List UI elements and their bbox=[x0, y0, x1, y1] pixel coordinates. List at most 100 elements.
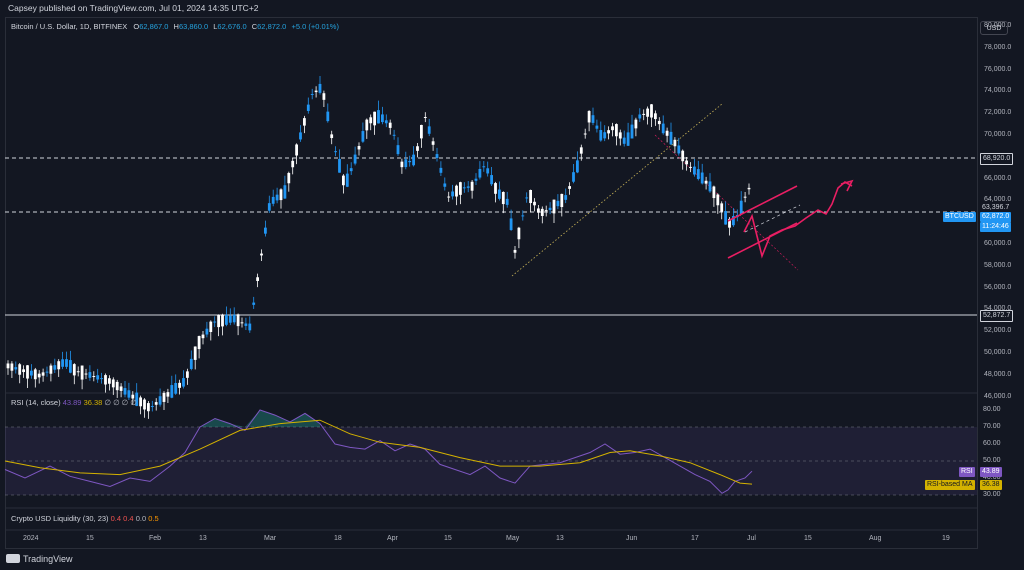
candle-body bbox=[388, 122, 392, 128]
rsi-overbought-fill bbox=[200, 410, 320, 427]
symbol-legend[interactable]: Bitcoin / U.S. Dollar, 1D, BITFINEX O62,… bbox=[11, 22, 339, 31]
time-axis-label: Feb bbox=[149, 535, 162, 542]
candle-body bbox=[650, 104, 653, 118]
price-axis-label: 76,000.0 bbox=[984, 65, 1012, 73]
candle-body bbox=[197, 336, 201, 350]
candle-body bbox=[384, 120, 388, 124]
candle-body bbox=[69, 360, 72, 373]
candle-body bbox=[505, 198, 509, 205]
candle-body bbox=[306, 104, 310, 111]
candle-body bbox=[33, 369, 37, 380]
price-axis-label: 72,000.0 bbox=[984, 109, 1012, 117]
candle-body bbox=[400, 161, 404, 168]
candle-body bbox=[576, 160, 579, 173]
candle-body bbox=[279, 189, 283, 201]
high-label: H bbox=[173, 22, 179, 31]
descending-trendline bbox=[654, 134, 799, 271]
candle-body bbox=[150, 406, 154, 408]
price-axis-label: 70,000.0 bbox=[984, 131, 1012, 138]
rsi-overbought-area bbox=[200, 410, 320, 427]
candle-body bbox=[193, 346, 197, 360]
candle-body bbox=[61, 359, 64, 367]
candle-body bbox=[53, 365, 57, 370]
price-axis-label: 58,000.0 bbox=[984, 261, 1012, 269]
candle-body bbox=[708, 181, 712, 192]
candle-body bbox=[673, 139, 677, 147]
candle-body bbox=[396, 145, 400, 155]
candle-body bbox=[244, 323, 248, 326]
candle-body bbox=[123, 388, 127, 395]
projection-line bbox=[744, 204, 801, 233]
candle-body bbox=[595, 125, 599, 129]
candle-body bbox=[732, 216, 735, 226]
candle-body bbox=[96, 375, 100, 380]
price-axis-label: 46,000.0 bbox=[984, 392, 1012, 400]
close-label: C bbox=[251, 22, 258, 31]
time-axis-label: 13 bbox=[556, 535, 564, 542]
candle-body bbox=[423, 117, 427, 119]
candle-body bbox=[369, 117, 373, 124]
level-low-tag: 52,872.7 bbox=[980, 310, 1014, 322]
candle-body bbox=[544, 210, 548, 212]
candle-body bbox=[381, 114, 384, 123]
rsi-ma-line bbox=[4, 419, 753, 485]
tradingview-icon bbox=[6, 554, 20, 563]
candle-body bbox=[57, 361, 61, 370]
projection-path bbox=[743, 181, 853, 259]
candle-body bbox=[482, 166, 486, 168]
candle-body bbox=[162, 392, 166, 402]
candle-body bbox=[661, 123, 665, 134]
candle-body bbox=[603, 132, 607, 139]
rsi-legend[interactable]: RSI (14, close) 43.89 36.38 ∅ ∅ ∅ ∅ bbox=[11, 398, 137, 407]
price-axis-label: 74,000.0 bbox=[984, 87, 1012, 95]
time-axis-label: 19 bbox=[942, 535, 950, 542]
candle-body bbox=[72, 364, 76, 376]
candle-body bbox=[182, 378, 185, 387]
time-axis-label: May bbox=[506, 535, 520, 542]
liquidity-v1: 0.4 bbox=[110, 514, 122, 523]
time-axis-label: 15 bbox=[804, 535, 812, 542]
candle-body bbox=[490, 175, 493, 185]
candle-body bbox=[420, 124, 423, 139]
candle-body bbox=[654, 113, 657, 120]
candle-body bbox=[427, 126, 431, 134]
low-label: L bbox=[213, 22, 218, 31]
candle-body bbox=[252, 302, 256, 305]
liquidity-legend[interactable]: Crypto USD Liquidity (30, 23) 0.4 0.4 0.… bbox=[11, 514, 159, 523]
candle-body bbox=[357, 146, 361, 150]
time-axis-label: Aug bbox=[869, 535, 882, 542]
level-high-tag: 68,920.0 bbox=[980, 153, 1014, 165]
candle-body bbox=[41, 372, 45, 376]
low-value: 62,676.0 bbox=[217, 22, 247, 31]
candle-body bbox=[724, 211, 727, 225]
publisher-header: Capsey published on TradingView.com, Jul… bbox=[0, 0, 1024, 17]
open-value: 62,867.0 bbox=[139, 22, 169, 31]
tradingview-logo[interactable]: TradingView bbox=[6, 554, 73, 564]
candle-body bbox=[22, 369, 25, 373]
candle-body bbox=[299, 132, 302, 140]
candle-body bbox=[416, 146, 419, 151]
currency-button[interactable]: USD bbox=[980, 21, 1008, 35]
candle-body bbox=[201, 334, 205, 339]
candle-body bbox=[599, 130, 603, 141]
candle-body bbox=[295, 144, 298, 156]
candle-body bbox=[353, 154, 357, 164]
footer bbox=[0, 549, 1024, 570]
candle-body bbox=[338, 158, 341, 173]
candle-body bbox=[271, 196, 275, 204]
time-axis-label: 15 bbox=[444, 535, 452, 542]
candle-body bbox=[111, 379, 115, 388]
candle-body bbox=[657, 120, 661, 125]
price-axis[interactable]: 80,000.0 78,000.0 76,000.0 74,000.0 72,000.0… bbox=[977, 17, 1024, 549]
candle-body bbox=[248, 323, 252, 331]
countdown-tag: 11:24:46 bbox=[980, 222, 1011, 232]
symbol-name: Bitcoin / U.S. Dollar, 1D, BITFINEX bbox=[11, 22, 128, 31]
price-axis-label: 80,000.0 bbox=[984, 22, 1012, 29]
candle-body bbox=[689, 166, 692, 168]
candle-body bbox=[76, 371, 80, 373]
candle-body bbox=[330, 134, 334, 139]
price-axis-label: 54,000.0 bbox=[984, 305, 1012, 313]
candle-body bbox=[728, 218, 731, 228]
candle-body bbox=[556, 200, 560, 207]
